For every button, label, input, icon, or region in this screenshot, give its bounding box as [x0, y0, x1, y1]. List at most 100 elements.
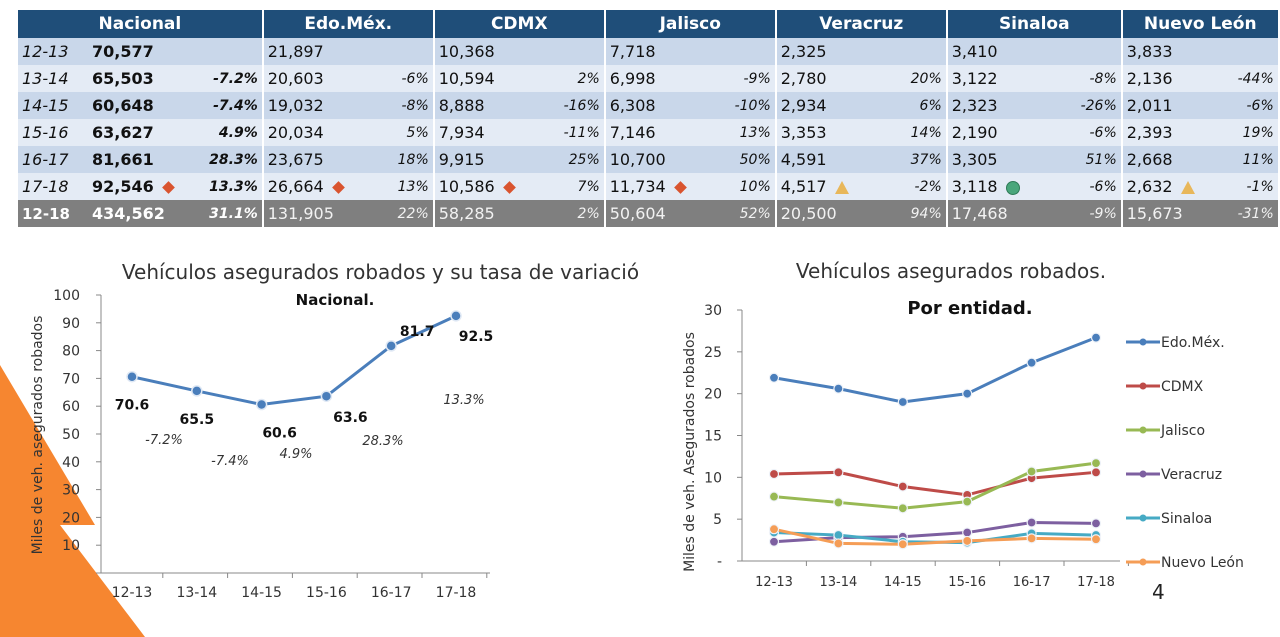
pct-cell: -8%	[1043, 65, 1123, 92]
value-text: 2,934	[780, 96, 827, 115]
x-tick-label: 16-17	[371, 585, 412, 601]
value-cell: 2,934	[775, 92, 869, 119]
rate-label: -7.4%	[211, 454, 249, 469]
data-point-nuevo-le-n	[962, 535, 973, 547]
legend-label-cdmx: CDMX	[1161, 379, 1204, 395]
value-cell: 8,888	[433, 92, 527, 119]
value-text: 60,648	[92, 96, 154, 115]
legend-marker-veracruz	[1139, 470, 1147, 478]
value-text: 10,586	[438, 177, 495, 196]
x-tick-label: 12-13	[112, 585, 153, 601]
pct-cell: 37%	[868, 146, 948, 173]
value-cell: 2,323	[946, 92, 1044, 119]
value-cell: 20,034	[262, 119, 356, 146]
value-text: 26,664	[267, 177, 324, 196]
value-cell: 19,032	[262, 92, 356, 119]
y-tick-label: 40	[62, 455, 80, 471]
data-point-cdmx	[897, 481, 908, 492]
pct-cell	[526, 38, 606, 65]
legend-label-veracruz: Veracruz	[1161, 467, 1222, 483]
value-text: 20,603	[267, 69, 324, 88]
pct-cell: -44%	[1211, 65, 1280, 92]
col-header: Sinaloa	[946, 10, 1123, 38]
value-text: 70,577	[92, 42, 154, 61]
value-cell: 6,308	[604, 92, 698, 119]
pct-cell: -2%	[868, 173, 948, 200]
data-point-cdmx	[833, 467, 844, 478]
period-cell: 13-14	[18, 65, 88, 92]
rate-label: 28.3%	[362, 434, 403, 449]
data-point-jalisco	[897, 503, 908, 514]
legend-label-sinaloa: Sinaloa	[1161, 511, 1212, 527]
data-point-edo-m-x	[768, 372, 780, 383]
y-tick-label: 80	[62, 344, 80, 360]
pct-cell: 20%	[868, 65, 948, 92]
y-tick-label: 100	[53, 288, 80, 304]
y-tick-label: 10	[704, 470, 722, 486]
y-tick-label: -	[717, 554, 722, 570]
data-point-cdmx	[1090, 467, 1102, 478]
data-point	[255, 398, 268, 411]
value-cell: 10,586	[433, 173, 527, 200]
value-text: 2,190	[951, 123, 998, 142]
value-text: 10,368	[438, 42, 495, 61]
data-label: 81.7	[400, 324, 435, 340]
pct-cell: 5%	[355, 119, 435, 146]
table-row: 16-17 81,661 28.3% 23,675 18% 9,915 25% 10,700 5…	[18, 146, 1280, 173]
col-header: Jalisco	[604, 10, 777, 38]
pct-cell	[178, 38, 264, 65]
col-header: Nuevo León	[1121, 10, 1280, 38]
value-cell: 3,118	[946, 173, 1044, 200]
page-number: 4	[1152, 580, 1165, 604]
series-line-nacional	[131, 314, 457, 407]
value-cell: 2,325	[775, 38, 869, 65]
value-text: 3,353	[780, 123, 827, 142]
value-cell: 10,368	[433, 38, 527, 65]
pct-cell: 6%	[868, 92, 948, 119]
data-point-veracruz	[1026, 517, 1037, 528]
data-point-jalisco	[962, 496, 973, 507]
pct-cell: 13%	[355, 173, 435, 200]
total-pct-cell: 2%	[526, 200, 606, 227]
value-cell: 70,577	[88, 38, 179, 65]
series-line-edo-m-x	[773, 336, 1097, 404]
pct-cell: 28.3%	[178, 146, 264, 173]
chart-title: Vehículos asegurados robados y su tasa d…	[122, 260, 640, 284]
rate-label: 4.9%	[279, 447, 312, 462]
total-pct-cell: 94%	[868, 200, 948, 227]
pct-cell: -7.4%	[178, 92, 264, 119]
circle-indicator-icon	[1005, 180, 1020, 195]
diamond-indicator-icon	[161, 181, 175, 194]
value-cell: 3,410	[946, 38, 1044, 65]
value-cell: 11,734	[604, 173, 698, 200]
col-header: Nacional	[18, 10, 264, 38]
y-tick-label: 5	[713, 512, 722, 528]
value-text: 81,661	[92, 150, 154, 169]
y-tick-label: 10	[62, 538, 80, 554]
value-text: 11,734	[609, 177, 666, 196]
x-tick-label: 17-18	[1077, 575, 1115, 590]
total-pct-cell: 52%	[697, 200, 777, 227]
chart-subtitle: Nacional.	[296, 291, 375, 309]
data-point-jalisco	[1026, 466, 1037, 477]
pct-cell	[1211, 38, 1280, 65]
data-point-edo-m-x	[833, 383, 844, 394]
series-line-cdmx	[773, 470, 1097, 497]
data-point-nuevo-le-n	[1026, 533, 1037, 544]
pct-cell: 51%	[1043, 146, 1123, 173]
value-text: 92,546	[92, 177, 154, 196]
data-point-nuevo-le-n	[897, 539, 908, 550]
pct-cell: 50%	[697, 146, 777, 173]
period-cell: 15-16	[18, 119, 88, 146]
value-text: 9,915	[438, 150, 485, 169]
legend-marker-edo-m-x	[1139, 338, 1147, 346]
value-text: 20,034	[267, 123, 324, 142]
table-row: 17-18 92,546 13.3% 26,664 13% 10,586 7% 11,734 1…	[18, 173, 1280, 200]
value-cell: 2,136	[1121, 65, 1212, 92]
total-pct-cell: 22%	[355, 200, 435, 227]
data-label: 70.6	[115, 398, 150, 414]
value-text: 7,718	[609, 42, 656, 61]
value-text: 2,668	[1126, 150, 1173, 169]
value-text: 19,032	[267, 96, 324, 115]
x-tick-label: 17-18	[436, 585, 477, 601]
